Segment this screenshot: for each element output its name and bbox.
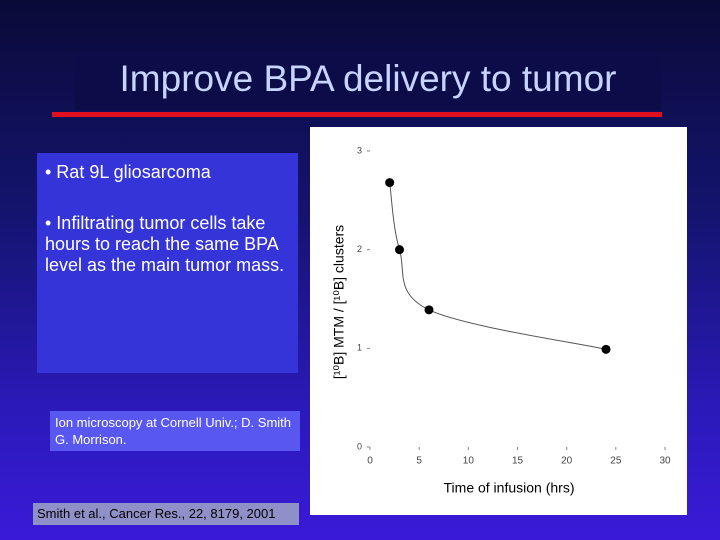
y-tick-label: 2: [357, 244, 362, 254]
fit-curve: [389, 182, 607, 350]
y-tick-label: 1: [357, 343, 362, 353]
x-axis-label: Time of infusion (hrs): [444, 480, 575, 496]
x-tick-label: 15: [512, 456, 524, 467]
image-caption: Ion microscopy at Cornell Univ.; D. Smit…: [50, 411, 300, 451]
reference: Smith et al., Cancer Res., 22, 8179, 200…: [33, 503, 299, 525]
y-tick-label: 0: [357, 441, 362, 451]
title-box: [75, 52, 661, 110]
x-tick-label: 30: [659, 456, 671, 467]
title-underline: [52, 112, 662, 117]
data-point: [424, 305, 434, 315]
y-tick-label: 3: [357, 145, 362, 155]
bullet: • Infiltrating tumor cells take hours to…: [45, 213, 285, 275]
slide-title: Improve BPA delivery to tumor: [119, 58, 617, 99]
x-tick-label: 20: [561, 456, 573, 467]
x-tick-label: 25: [610, 456, 622, 467]
x-tick-label: 0: [367, 456, 373, 467]
chart-background: [310, 127, 687, 515]
x-tick-label: 10: [463, 456, 475, 467]
y-axis-label: [¹⁰B] MTM / [¹⁰B] clusters: [331, 225, 347, 379]
bullet: • Rat 9L gliosarcoma: [45, 162, 211, 182]
data-point: [601, 344, 611, 354]
data-point: [385, 178, 395, 188]
x-tick-label: 5: [416, 456, 422, 467]
data-point: [395, 245, 404, 255]
text-panel: [37, 153, 298, 373]
